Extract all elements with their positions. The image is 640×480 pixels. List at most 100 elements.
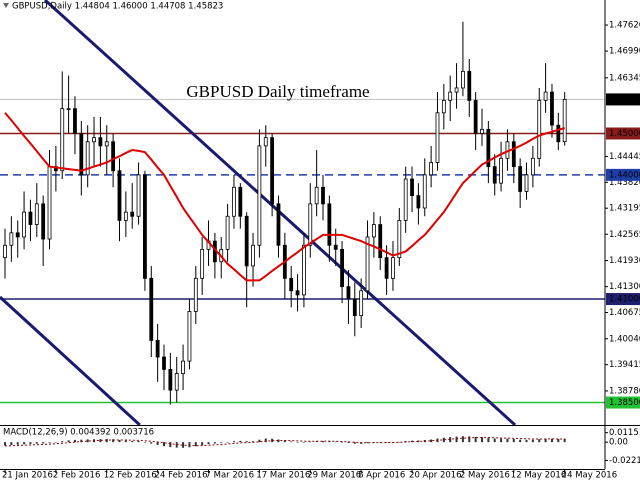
candle-body [410,178,414,196]
candle-body [200,248,205,279]
macd-bar [16,442,19,445]
y-tick-label: 1.40675 [609,308,640,318]
macd-bar [80,439,83,443]
x-tick-label: 8 Apr 2016 [358,471,405,480]
macd-bar [322,441,324,443]
macd-bar [137,441,140,443]
x-tick-label: 7 Mar 2016 [206,471,254,480]
candle-body [232,186,236,217]
candle-body [22,211,26,238]
macd-bar [500,438,503,443]
candle-body [168,369,173,391]
macd-bar [258,439,261,443]
candle-body [181,360,185,374]
candle-body [3,244,7,259]
macd-bar [550,438,553,443]
y-tick-label: 1.38780 [609,386,640,396]
macd-bar [531,439,534,443]
level-box [606,168,640,181]
candle-body [537,99,542,159]
candle-body [530,157,535,176]
macd-bar [86,439,89,443]
header-icon [3,3,9,8]
macd-bar [156,442,159,445]
candle-body [41,203,46,240]
y-tick-label: 1.40040 [609,334,640,344]
candle-body [365,236,370,292]
macd-bar [271,438,274,443]
y-tick-label: 1.44445 [609,152,640,162]
axes: 1.47620 1.46990 1.46345 1.44445 1.43820 1.431… [2,21,640,480]
macd-label: MACD(12,26,9) 0.004392 0.003716 [3,428,154,438]
level-box [606,293,640,306]
candle-body [422,174,427,209]
candle-body [416,195,421,209]
y-tick-label: 1.41300 [609,282,640,292]
macd-bar [220,442,223,443]
macd-bar [182,442,185,448]
macd-bar [557,438,560,443]
trendline [0,295,141,425]
y-tick-label: 1.41930 [609,256,640,266]
macd-bar [213,442,216,444]
level-box [606,127,640,140]
candle-body [371,224,376,238]
macd-bar [245,441,248,443]
candle-body [492,166,497,184]
candle-body [359,290,364,317]
candle-body [143,174,147,279]
macd-bar [169,442,172,448]
candle-body [295,290,300,296]
macd-bar [48,442,51,443]
candle-body [79,133,84,176]
candle-body [397,220,402,259]
candle-body [461,70,465,89]
macd-bar [481,437,483,443]
x-tick-label: 12 Feb 2016 [104,471,157,480]
candle-body [238,186,243,217]
macd-bar [35,442,38,444]
candle-body [556,124,561,143]
candle-body [92,137,96,143]
macd-bar [61,441,64,443]
candle-body [448,91,453,101]
macd-bar [385,442,388,443]
candle-body [225,215,230,250]
chart-title: GBPUSD Daily timeframe [186,82,369,101]
macd-bar [468,436,471,443]
candle-body [473,99,478,134]
candle-body [123,211,128,221]
candle-body [251,244,255,267]
macd-bar [398,441,401,443]
macd-bar [417,440,420,443]
candle-body [98,137,103,147]
candle-body [117,170,122,221]
candle-body [346,286,351,300]
x-tick-label: 2 May 2016 [460,471,510,480]
candle-body [111,141,116,172]
main-panel [0,0,605,425]
level-label: 1.41000 [609,295,640,305]
x-tick-label: 24 Feb 2016 [155,471,208,480]
macd-bar [538,439,541,443]
macd-bar [252,441,255,443]
candle-body [327,203,332,246]
macd-bar [4,442,6,446]
macd-bar [411,440,414,443]
macd-bar [23,442,26,445]
candle-body [550,91,554,126]
macd-signal [4,437,565,447]
candle-body [73,108,77,134]
macd-bar [42,442,45,444]
candle-body [384,257,389,279]
macd-bar [54,442,57,443]
x-tick-label: 20 Apr 2016 [409,471,462,480]
y-tick-label: 1.43820 [609,178,640,188]
candle-body [302,244,306,296]
macd-bar [506,438,509,443]
moving-average [4,112,565,282]
macd-bar [188,442,191,448]
macd-bar [296,442,299,443]
